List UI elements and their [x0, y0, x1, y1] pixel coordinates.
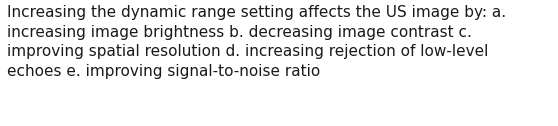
Text: Increasing the dynamic range setting affects the US image by: a.
increasing imag: Increasing the dynamic range setting aff… — [7, 5, 506, 79]
